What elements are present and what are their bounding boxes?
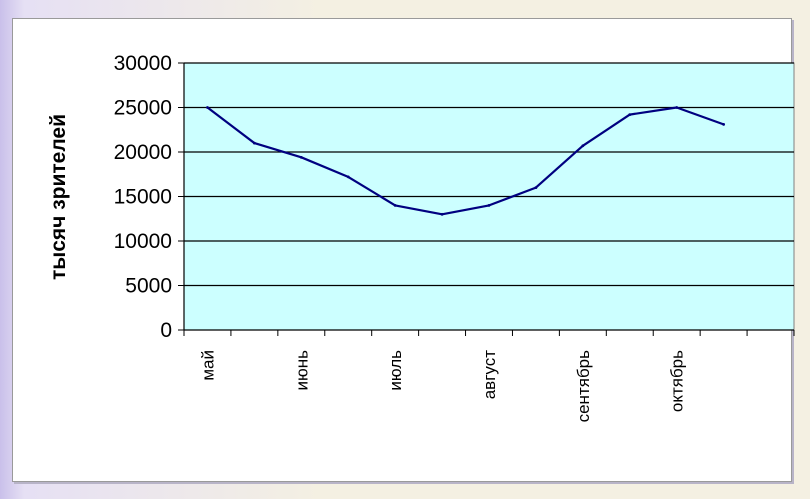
- data-point: [487, 204, 491, 207]
- data-point: [440, 212, 444, 216]
- y-tick-label: 15000: [114, 186, 172, 209]
- x-category-label: октябрь: [668, 350, 687, 412]
- y-tick-labels: 0 5000 10000 15000 20000 25000 30000: [114, 52, 172, 342]
- data-point: [534, 186, 538, 190]
- y-tick-label: 20000: [114, 141, 172, 164]
- y-tick-label: 0: [160, 319, 172, 342]
- y-tick-label: 25000: [114, 97, 172, 120]
- data-point: [722, 123, 726, 126]
- y-tick-label: 5000: [125, 275, 172, 298]
- data-point: [206, 106, 209, 109]
- data-point: [393, 204, 397, 207]
- data-point: [252, 141, 256, 145]
- x-category-label: август: [480, 350, 499, 399]
- data-point: [581, 144, 585, 148]
- x-category-label: июнь: [292, 350, 311, 391]
- data-point: [675, 106, 679, 109]
- x-category-label: май: [198, 350, 217, 381]
- y-tick-label: 30000: [114, 52, 172, 75]
- gridlines: [184, 62, 794, 287]
- axes: [178, 62, 795, 336]
- y-axis-title: тысяч зрителей: [47, 114, 70, 280]
- y-tick-label: 10000: [114, 230, 172, 253]
- data-point: [299, 155, 303, 159]
- data-point: [628, 113, 632, 117]
- series-line: [206, 106, 724, 216]
- series-layer: [206, 106, 726, 216]
- x-category-label: сентябрь: [574, 350, 593, 423]
- data-point: [346, 175, 350, 179]
- x-category-label: июль: [386, 350, 405, 391]
- x-category-labels: май июнь июль август сентябрь октябрь: [198, 350, 686, 423]
